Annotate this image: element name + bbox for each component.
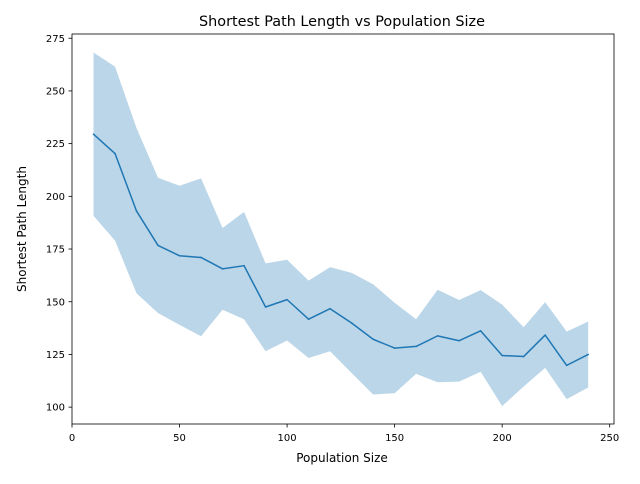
data-point [587,353,589,356]
data-point [114,152,116,155]
series-line [93,133,589,367]
data-point [350,322,353,324]
data-point [221,268,224,270]
data-point [286,298,288,301]
y-tick-label: 200 [46,192,65,203]
data-point [372,338,374,341]
x-tick-label: 100 [278,433,297,444]
x-tick-label: 50 [173,433,186,444]
chart-title: Shortest Path Length vs Population Size [199,14,485,30]
data-point [329,307,331,310]
data-point [92,133,95,135]
data-point [522,355,525,358]
x-tick-label: 150 [385,433,404,444]
data-point [544,334,546,336]
data-point [458,339,460,342]
y-tick-label: 100 [46,403,65,414]
data-point [415,345,417,348]
y-tick-label: 150 [46,297,65,308]
data-point [200,256,202,259]
y-tick-label: 125 [46,350,65,361]
data-point [243,264,245,267]
data-point [264,306,267,308]
data-point [436,335,439,337]
x-tick-label: 250 [600,433,619,444]
y-tick-label: 175 [46,245,65,256]
y-tick-label: 225 [46,139,65,150]
plot-area [92,52,589,407]
x-axis-label: Population Size [296,451,388,465]
data-point [565,364,568,367]
y-axis-label: Shortest Path Length [15,166,29,292]
data-point [501,354,503,357]
x-tick-label: 0 [69,433,75,444]
axes: 0 50 100 150 200 250 100 125 150 175 200 225 250 275 [46,33,619,444]
y-tick-label: 275 [46,34,65,45]
data-point [157,244,159,247]
data-point [178,254,181,257]
data-point [135,210,138,212]
axes-frame [71,33,615,425]
confidence-band [93,52,589,407]
x-tick-label: 200 [493,433,512,444]
data-point [479,330,482,332]
data-point [307,318,310,321]
data-point [393,347,396,349]
y-tick-label: 250 [46,87,65,98]
